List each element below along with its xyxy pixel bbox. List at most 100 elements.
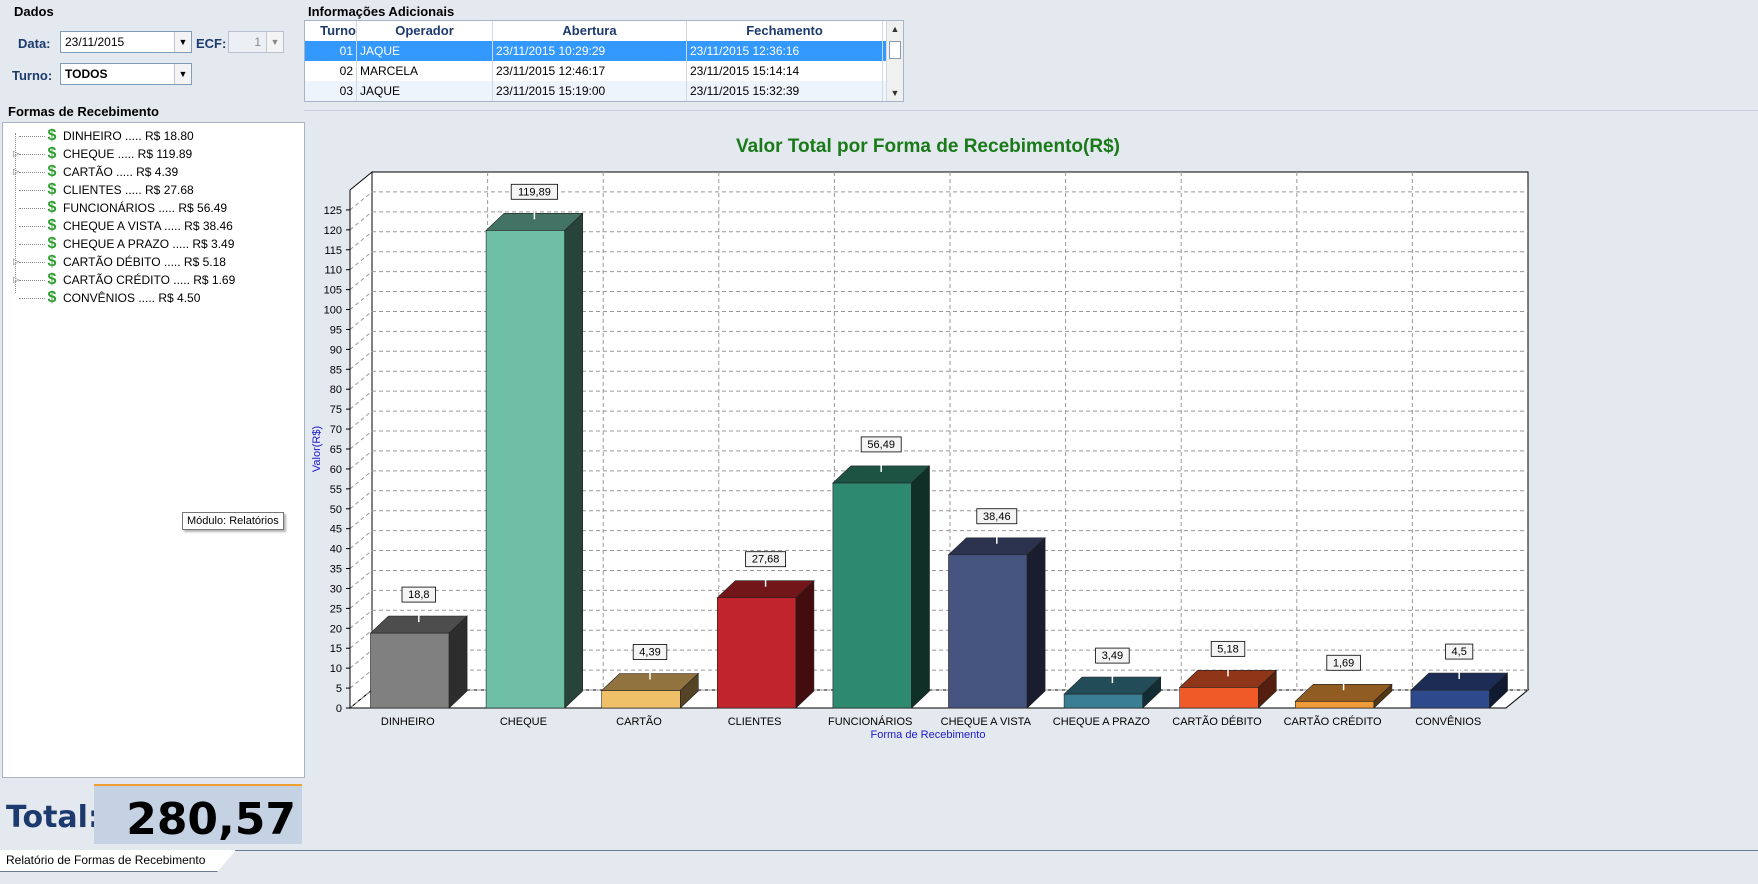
table-row[interactable]: 02 MARCELA 23/11/2015 12:46:17 23/11/201… — [305, 61, 903, 81]
ecf-combo: 1 ▼ — [228, 31, 284, 53]
cell-operador: JAQUE — [357, 81, 493, 101]
tab-relatorio[interactable]: Relatório de Formas de Recebimento — [0, 850, 236, 872]
expand-arrow-icon[interactable]: ▷ — [13, 167, 20, 176]
dollar-coin-icon: $ — [47, 163, 57, 180]
expand-arrow-icon[interactable]: ▷ — [13, 275, 20, 284]
bar-front — [948, 554, 1028, 709]
tree-connector — [19, 280, 45, 281]
y-tick-label: 20 — [330, 623, 342, 635]
gridline — [349, 689, 373, 709]
data-label-box — [1210, 640, 1246, 657]
bar-side — [911, 465, 930, 709]
tree-item-label: CHEQUE A PRAZO ..... R$ 3.49 — [63, 237, 235, 251]
table-header: Turno Operador Abertura Fechamento — [305, 21, 903, 41]
gridline — [349, 649, 373, 669]
x-axis-label: Forma de Recebimento — [871, 729, 986, 741]
y-axis-label: Valor(R$) — [311, 426, 323, 472]
tree-item-label: CHEQUE ..... R$ 119.89 — [63, 147, 193, 161]
col-turno[interactable]: Turno — [305, 21, 357, 41]
ecf-label: ECF: — [196, 36, 227, 51]
bar — [600, 672, 700, 709]
bar-top — [947, 537, 1046, 556]
cell-turno: 02 — [305, 61, 357, 81]
gridline — [349, 231, 373, 251]
bar — [485, 212, 584, 709]
dollar-coin-icon: $ — [47, 253, 57, 270]
table-row[interactable]: 01 JAQUE 23/11/2015 10:29:29 23/11/2015 … — [305, 41, 903, 61]
bar-front — [1063, 693, 1144, 709]
gridline — [349, 669, 373, 689]
tree-connector — [19, 208, 45, 209]
data-label-box — [401, 586, 436, 603]
bar — [832, 465, 931, 709]
expand-arrow-icon[interactable]: ▷ — [13, 257, 20, 266]
y-tick-label: 40 — [330, 544, 342, 556]
data-label: 119,89 — [518, 186, 551, 198]
data-combo[interactable]: 23/11/2015 ▼ — [60, 31, 192, 53]
col-operador[interactable]: Operador — [357, 21, 493, 41]
total-label: Total: — [6, 800, 100, 835]
y-tick-label: 25 — [330, 603, 342, 615]
x-tick-label: CARTÃO DÉBITO — [1172, 715, 1262, 728]
tree-connector — [19, 298, 45, 299]
chart-svg: Valor Total por Forma de Recebimento(R$)… — [311, 136, 1530, 741]
formas-title: Formas de Recebimento — [8, 104, 159, 119]
turno-label: Turno: — [12, 68, 53, 83]
turno-combo[interactable]: TODOS ▼ — [60, 63, 192, 85]
data-label: 56,49 — [867, 439, 895, 451]
scroll-down-icon[interactable]: ▼ — [890, 88, 900, 98]
gridline — [349, 550, 373, 569]
data-label-box — [1445, 643, 1474, 660]
bar-side — [1026, 537, 1046, 709]
tree-connector — [19, 190, 45, 191]
y-tick-label: 55 — [330, 484, 342, 496]
y-tick-label: 115 — [324, 245, 342, 257]
gridline — [349, 530, 373, 550]
chevron-down-icon[interactable]: ▼ — [174, 64, 191, 84]
data-label: 4,5 — [1452, 646, 1467, 658]
y-tick-label: 110 — [324, 265, 342, 277]
dollar-coin-icon: $ — [47, 271, 57, 288]
data-label-box — [976, 508, 1018, 525]
bar-top — [369, 615, 468, 634]
tree-item-label: CLIENTES ..... R$ 27.68 — [63, 183, 194, 197]
table-scrollbar[interactable]: ▲ ▼ — [886, 21, 903, 101]
cell-fechamento: 23/11/2015 12:36:16 — [687, 41, 883, 61]
col-fechamento[interactable]: Fechamento — [687, 21, 883, 41]
bar — [369, 615, 468, 709]
tree-item-label: CARTÃO DÉBITO ..... R$ 5.18 — [63, 255, 226, 269]
data-label: 18,8 — [408, 589, 429, 601]
dollar-coin-icon: $ — [47, 235, 57, 252]
data-label: 27,68 — [752, 554, 780, 566]
x-tick-label: CHEQUE A VISTA — [941, 716, 1032, 728]
tree-line — [15, 133, 16, 293]
data-label-box — [860, 436, 902, 453]
tree-item-label: CHEQUE A VISTA ..... R$ 38.46 — [63, 219, 233, 233]
gridline — [349, 589, 373, 609]
scroll-up-icon[interactable]: ▲ — [890, 24, 900, 34]
bar — [947, 537, 1046, 709]
bar-side — [795, 580, 815, 709]
x-tick-label: CHEQUE — [500, 716, 547, 728]
tree-connector — [19, 154, 45, 155]
data-label-box — [745, 551, 787, 568]
y-tick-label: 120 — [324, 225, 342, 237]
tab-strip-line — [0, 850, 1758, 851]
table-row[interactable]: 03 JAQUE 23/11/2015 15:19:00 23/11/2015 … — [305, 81, 903, 101]
cell-abertura: 23/11/2015 10:29:29 — [493, 41, 687, 61]
gridline — [349, 570, 373, 589]
bar-top — [832, 465, 931, 484]
bar-side — [564, 212, 584, 709]
col-abertura[interactable]: Abertura — [493, 21, 687, 41]
y-tick-label: 30 — [330, 583, 342, 595]
data-label-box — [1326, 654, 1361, 671]
gridline — [349, 291, 373, 310]
tree-item-label: CARTÃO CRÉDITO ..... R$ 1.69 — [63, 273, 236, 287]
gridline — [349, 490, 373, 510]
scroll-thumb[interactable] — [889, 41, 901, 59]
chevron-down-icon[interactable]: ▼ — [174, 32, 191, 52]
expand-arrow-icon[interactable]: ▷ — [13, 149, 20, 158]
bar-top — [485, 212, 584, 231]
y-tick-label: 10 — [330, 663, 342, 675]
data-label-box — [510, 183, 558, 200]
